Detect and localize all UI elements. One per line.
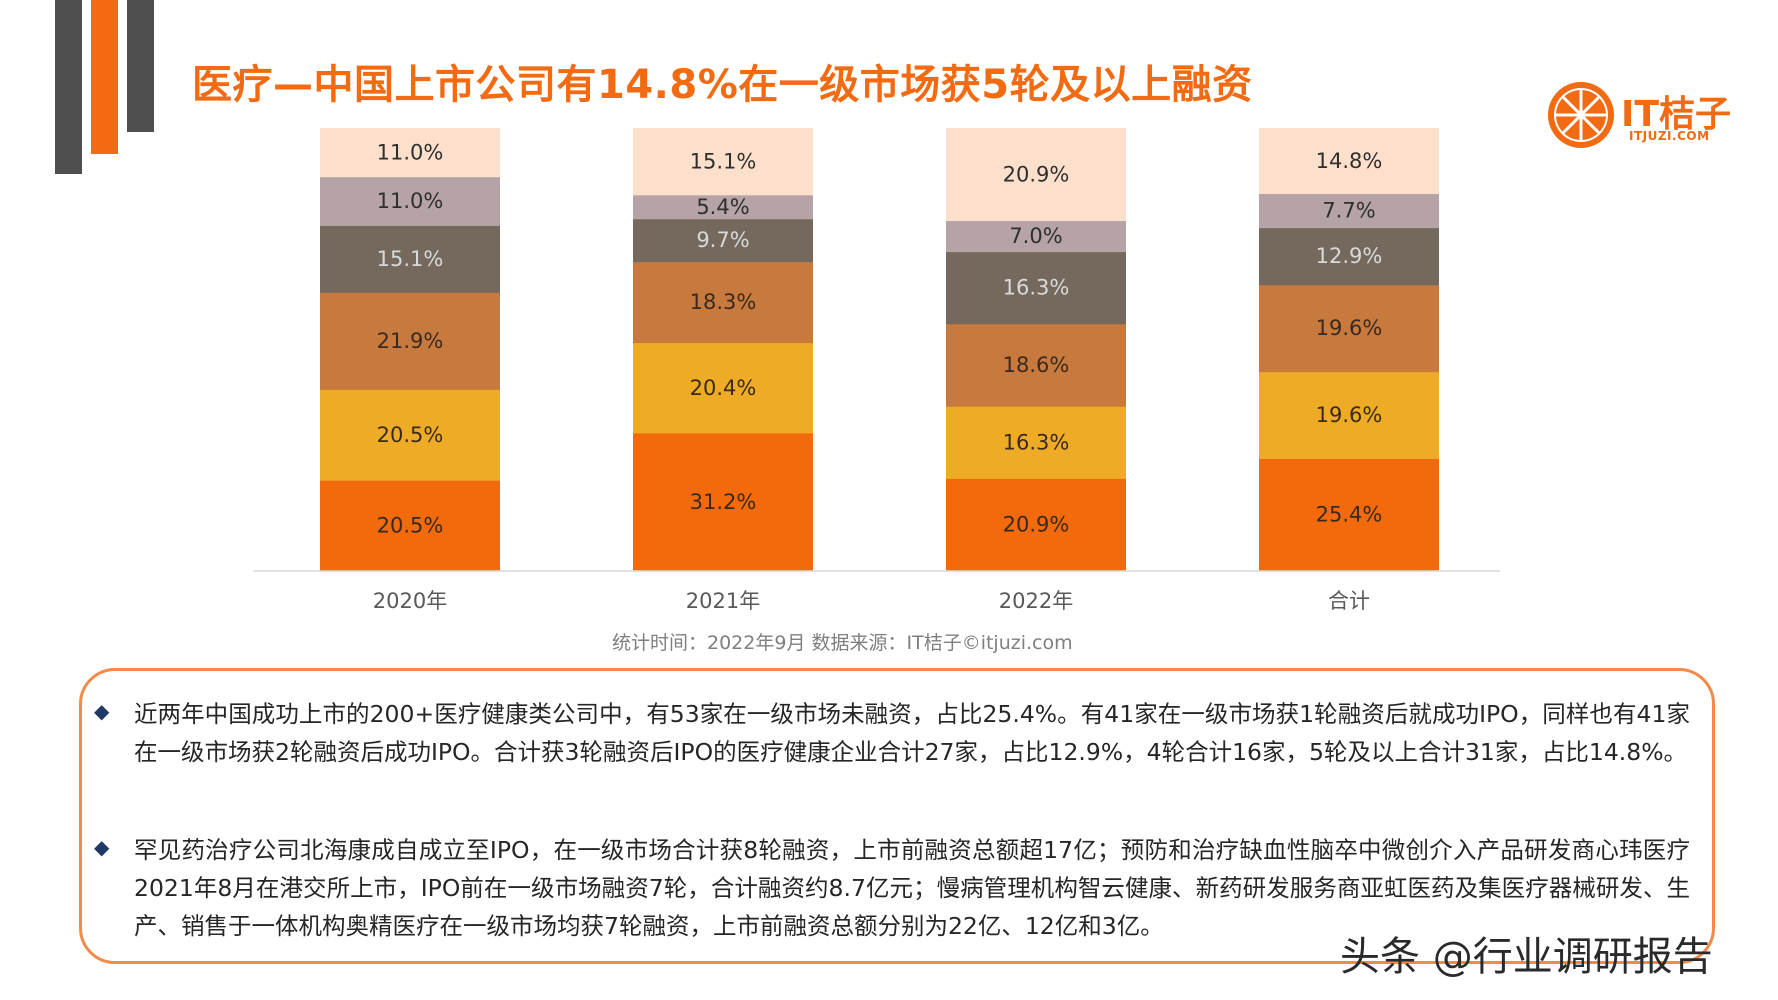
bar-segment bbox=[946, 251, 1126, 325]
bar-segment bbox=[633, 128, 813, 196]
data-label: 18.3% bbox=[690, 290, 757, 314]
data-label: 21.9% bbox=[377, 329, 444, 353]
bar-segment bbox=[633, 432, 813, 572]
bar-segment bbox=[1259, 284, 1439, 373]
bar-segment bbox=[1259, 193, 1439, 229]
data-label: 20.9% bbox=[1003, 162, 1070, 186]
logo-name: IT桔子 bbox=[1621, 94, 1731, 135]
bar-segment bbox=[946, 220, 1126, 253]
bar-segment bbox=[633, 194, 813, 220]
page-title: 医疗—中国上市公司有14.8%在一级市场获5轮及以上融资 bbox=[192, 62, 1253, 108]
data-label: 14.8% bbox=[1316, 149, 1383, 173]
data-label: 18.6% bbox=[1003, 353, 1070, 377]
logo-url: ITJUZI.COM bbox=[1629, 129, 1710, 143]
data-label: 7.0% bbox=[1009, 224, 1062, 248]
data-label: 20.5% bbox=[377, 423, 444, 447]
bar-segment bbox=[320, 292, 500, 390]
x-tick-label: 2020年 bbox=[373, 589, 447, 613]
bar-segment bbox=[320, 176, 500, 226]
notes-box: ◆ 近两年中国成功上市的200+医疗健康类公司中，有53家在一级市场未融资，占比… bbox=[79, 668, 1715, 964]
bar-segment bbox=[320, 128, 500, 178]
source-note: 统计时间：2022年9月 数据来源：IT桔子©itjuzi.com bbox=[612, 632, 1073, 654]
data-label: 15.1% bbox=[690, 149, 757, 173]
data-label: 12.9% bbox=[1316, 244, 1383, 268]
bar-segment bbox=[946, 323, 1126, 407]
bar-segment bbox=[320, 480, 500, 572]
decorative-bar-orange bbox=[91, 0, 118, 154]
data-label: 16.3% bbox=[1003, 430, 1070, 454]
bar-segment bbox=[633, 218, 813, 263]
bullet-item: ◆ 近两年中国成功上市的200+医疗健康类公司中，有53家在一级市场未融资，占比… bbox=[94, 695, 1690, 815]
bullet-text: 罕见药治疗公司北海康成自成立至IPO，在一级市场合计获8轮融资，上市前融资总额超… bbox=[134, 836, 1690, 940]
decorative-bar-dark-right bbox=[127, 0, 154, 132]
data-label: 20.4% bbox=[690, 376, 757, 400]
bar-segment bbox=[946, 478, 1126, 572]
diamond-bullet-icon: ◆ bbox=[94, 699, 110, 723]
x-tick-label: 2021年 bbox=[686, 589, 760, 613]
orange-slice-icon bbox=[1548, 82, 1614, 148]
data-label: 11.0% bbox=[377, 189, 444, 213]
bar-segment bbox=[633, 261, 813, 344]
data-label: 19.6% bbox=[1316, 403, 1383, 427]
data-label: 19.6% bbox=[1316, 316, 1383, 340]
data-label: 9.7% bbox=[696, 228, 749, 252]
itjuzi-logo: IT桔子 ITJUZI.COM bbox=[1545, 75, 1745, 155]
bar-segment bbox=[1259, 128, 1439, 195]
bar-segment bbox=[946, 406, 1126, 479]
data-label: 31.2% bbox=[690, 490, 757, 514]
x-tick-label: 2022年 bbox=[999, 589, 1073, 613]
data-label: 25.4% bbox=[1316, 503, 1383, 527]
bar-segment bbox=[633, 342, 813, 434]
decorative-bar-dark-left bbox=[55, 0, 82, 174]
bullet-text: 近两年中国成功上市的200+医疗健康类公司中，有53家在一级市场未融资，占比25… bbox=[134, 700, 1690, 766]
data-label: 11.0% bbox=[377, 140, 444, 164]
bullet-item: ◆ 罕见药治疗公司北海康成自成立至IPO，在一级市场合计获8轮融资，上市前融资总… bbox=[94, 831, 1690, 951]
bar-segment bbox=[1259, 371, 1439, 459]
watermark: 头条 @行业调研报告 bbox=[1340, 934, 1713, 980]
bar-segment bbox=[320, 389, 500, 481]
data-label: 15.1% bbox=[377, 247, 444, 271]
data-label: 5.4% bbox=[696, 195, 749, 219]
diamond-bullet-icon: ◆ bbox=[94, 835, 110, 859]
data-label: 20.5% bbox=[377, 514, 444, 538]
bar-segment bbox=[946, 128, 1126, 222]
bar-segment bbox=[1259, 227, 1439, 286]
data-label: 16.3% bbox=[1003, 276, 1070, 300]
data-label: 20.9% bbox=[1003, 513, 1070, 537]
bar-segment bbox=[1259, 458, 1439, 572]
bar-segment bbox=[320, 225, 500, 293]
x-tick-label: 合计 bbox=[1328, 589, 1370, 613]
data-label: 7.7% bbox=[1322, 199, 1375, 223]
stacked-bar-chart: 20.5% 20.5% 21.9% 15.1% 11.0% 11.0% 31.2% 20.4%… bbox=[253, 128, 1500, 613]
